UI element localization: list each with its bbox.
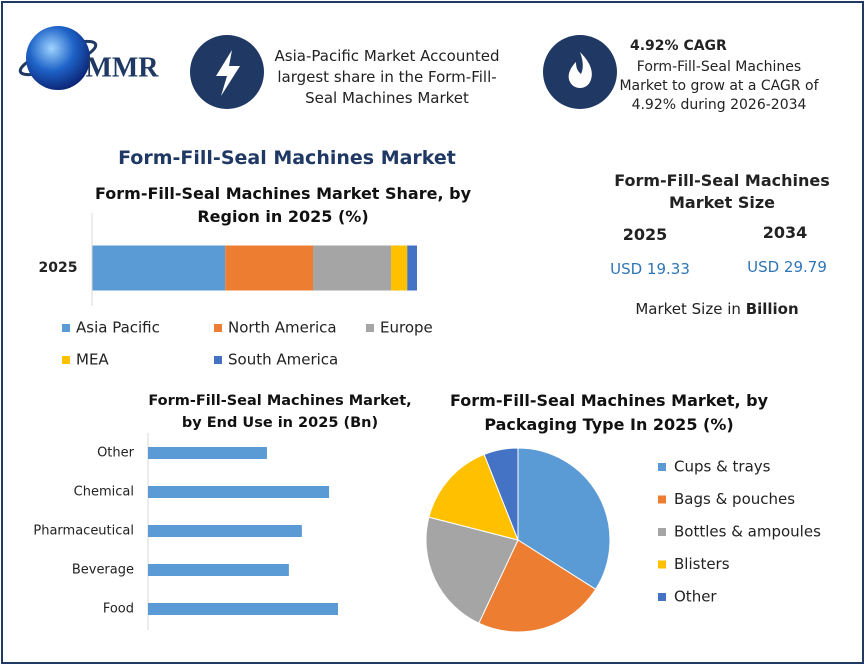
fact-text: Form-Fill-Seal Machines Market to grow a… [619, 59, 819, 113]
fact-title: 4.92% CAGR [630, 38, 727, 54]
legend-marker [62, 356, 70, 364]
legend-label: Blisters [674, 555, 730, 573]
bar [148, 486, 330, 498]
size-value: USD 29.79 [747, 258, 827, 276]
pie-slice [425, 516, 519, 624]
size-note-text: Market Size in [635, 300, 741, 318]
bar-segment [391, 245, 408, 291]
icon-circle [543, 35, 617, 109]
legend-label: Asia Pacific [76, 319, 160, 337]
legend-marker [214, 356, 222, 364]
size-title: Form-Fill-Seal Machines Market Size [614, 171, 830, 213]
flame-icon [568, 52, 592, 88]
fact-text: Asia-Pacific Market Accounted largest sh… [274, 47, 500, 107]
chart-title: Form-Fill-Seal Machines Market, by End U… [148, 393, 412, 431]
size-value: USD 19.33 [610, 260, 690, 278]
y-tick-label: Food [103, 602, 134, 617]
bar-segment [92, 245, 226, 291]
legend-label: Cups & trays [674, 458, 771, 476]
legend-marker [658, 528, 666, 536]
bar [148, 447, 267, 459]
bar-segment [313, 245, 391, 291]
y-tick-label: 2025 [39, 260, 78, 276]
y-tick-label: Chemical [74, 485, 134, 500]
bar-segment [407, 245, 417, 291]
size-unit: Billion [745, 300, 799, 318]
y-tick-label: Pharmaceutical [33, 524, 134, 539]
legend-marker [658, 463, 666, 471]
logo-globe [26, 26, 90, 90]
bar [148, 564, 289, 576]
legend-label: Bags & pouches [674, 490, 795, 508]
pie-slice [428, 453, 519, 541]
bar [148, 603, 339, 615]
y-tick-label: Other [97, 446, 135, 461]
legend-marker [658, 560, 666, 569]
pie-slice [517, 447, 611, 590]
chart-title: Form-Fill-Seal Machines Market, by Packa… [450, 391, 768, 434]
bar-segment [225, 245, 313, 291]
legend-marker [62, 324, 70, 332]
legend-label: Europe [380, 319, 433, 337]
size-year: 2025 [622, 225, 668, 244]
legend-marker [658, 593, 666, 601]
legend-label: MEA [76, 351, 109, 369]
legend-marker [658, 495, 666, 504]
bolt-icon [216, 50, 240, 96]
legend-label: Bottles & ampoules [674, 523, 821, 541]
y-tick-label: Beverage [72, 563, 134, 578]
legend-marker [366, 324, 374, 332]
size-year: 2034 [762, 223, 808, 242]
legend-marker [214, 324, 222, 332]
pie-slice [478, 539, 597, 633]
chart-title: Form-Fill-Seal Machines Market Share, by… [94, 184, 471, 227]
logo-text: MMR [85, 52, 159, 83]
legend-label: North America [228, 319, 337, 337]
charts: 2025 Asia Pacific North America Europe MEA So… [33, 213, 821, 633]
legend-label: Other [674, 588, 717, 606]
size-note: Market Size in Billion [600, 299, 834, 320]
pie-slice [483, 447, 519, 541]
legend-label: South America [228, 351, 338, 369]
main-title: Form-Fill-Seal Machines Market [118, 147, 456, 169]
bar [148, 525, 302, 537]
